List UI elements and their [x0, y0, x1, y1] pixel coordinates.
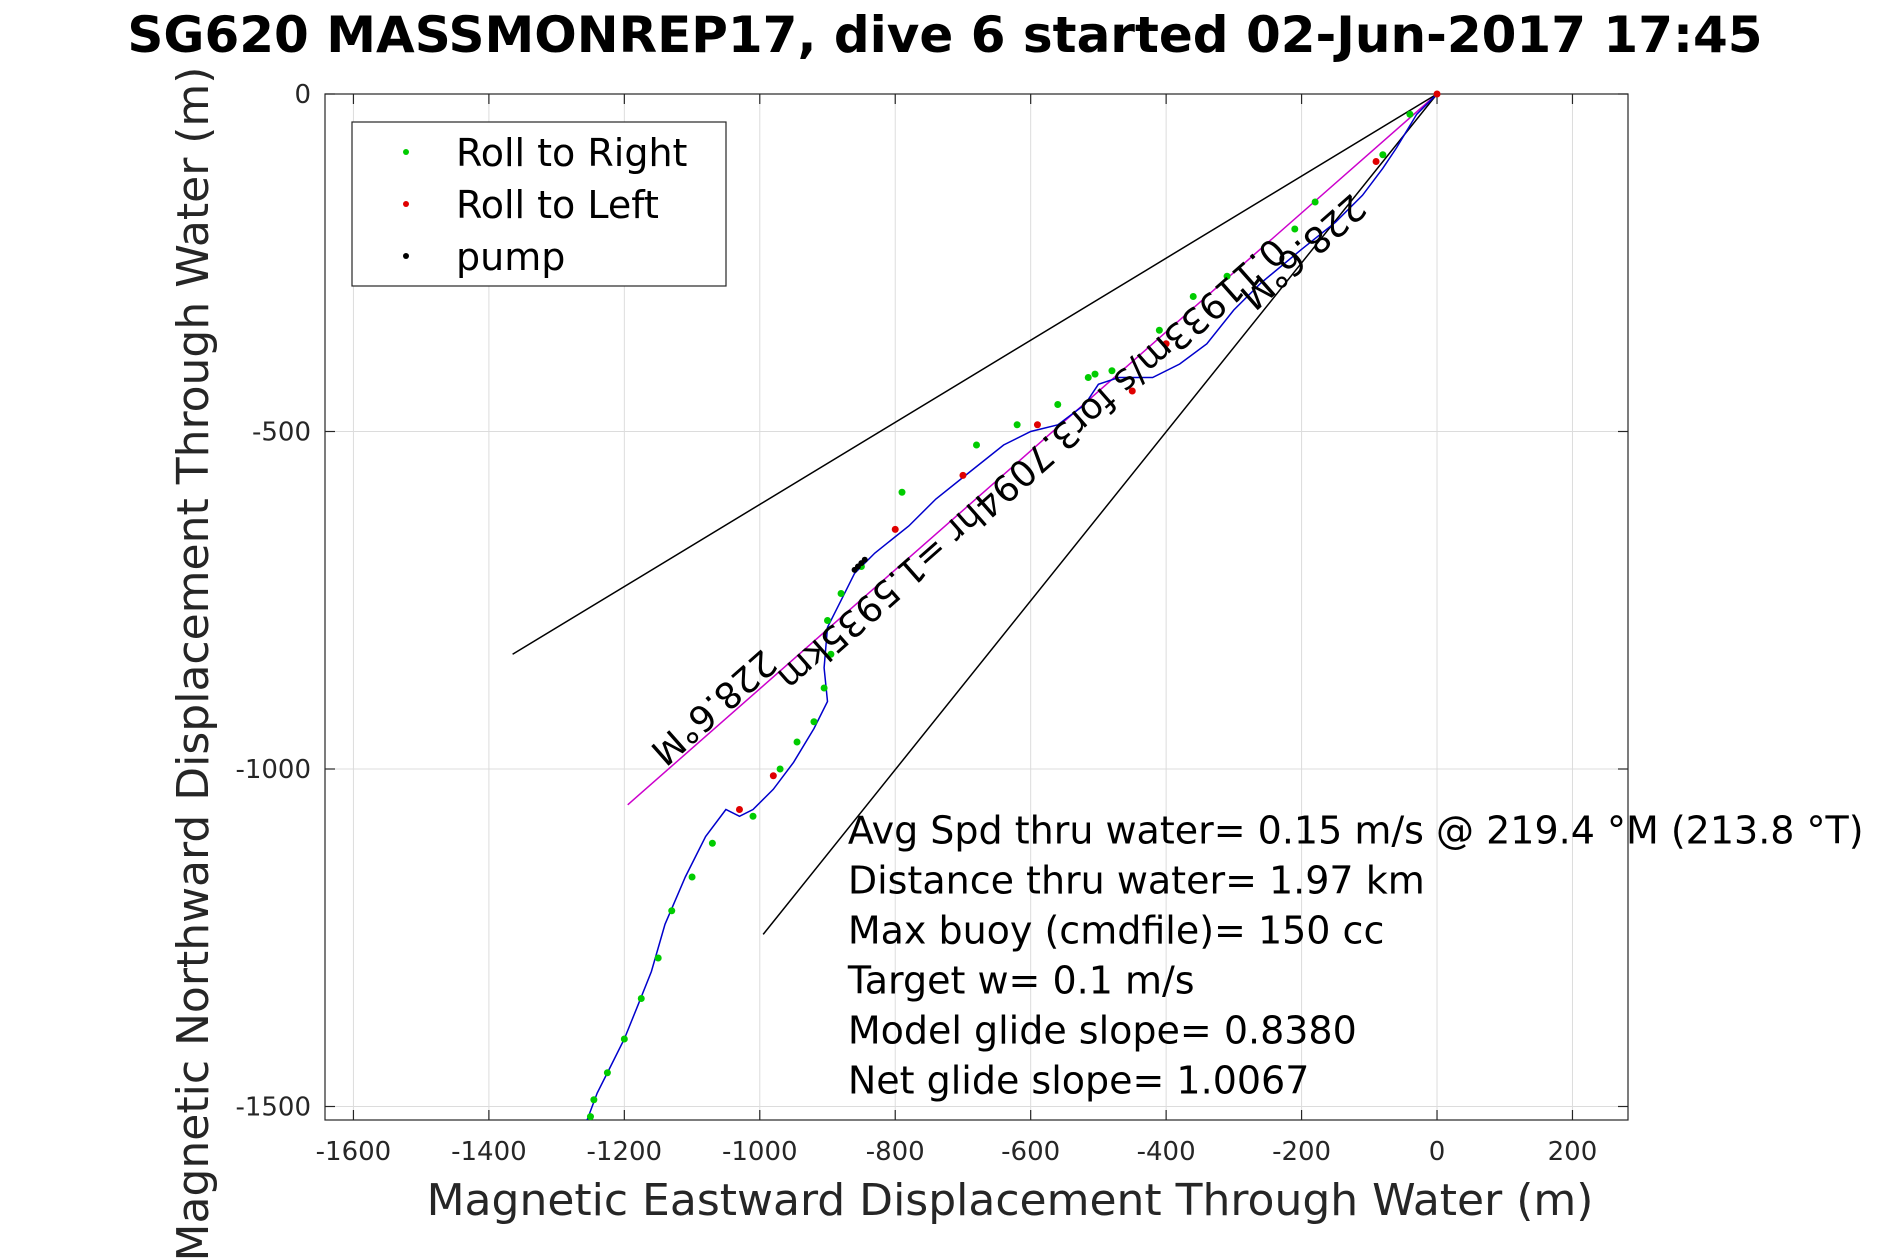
legend-label: Roll to Right — [456, 131, 687, 175]
data-point-roll-to-left — [1162, 340, 1170, 348]
plot-area-frame — [324, 93, 1629, 1121]
data-point-roll-to-right — [837, 590, 845, 597]
data-point-roll-to-right — [749, 812, 757, 820]
y-tick-label: -500 — [252, 418, 311, 448]
x-tick-label: -400 — [1137, 1137, 1196, 1167]
data-point-roll-to-left — [1433, 90, 1441, 98]
x-tick-label: 200 — [1548, 1137, 1598, 1167]
data-point-roll-to-right — [590, 1096, 598, 1104]
data-point-roll-to-right — [1084, 374, 1092, 381]
data-point-roll-to-right — [810, 718, 818, 726]
data-point-roll-to-left — [1372, 158, 1380, 165]
data-point-roll-to-right — [827, 650, 835, 658]
data-point-roll-to-right — [1155, 326, 1163, 334]
y-tick-label: -1000 — [235, 755, 311, 785]
chart-title: SG620 MASSMONREP17, dive 6 started 02-Ju… — [127, 6, 1762, 64]
data-point-roll-to-right — [898, 488, 906, 496]
stats-text-line: Distance thru water= 1.97 km — [848, 858, 1425, 902]
data-point-roll-to-right — [1379, 151, 1387, 159]
data-point-roll-to-right — [1054, 401, 1062, 408]
x-tick-label: -1200 — [587, 1137, 663, 1167]
y-axis-label: Magnetic Northward Displacement Through … — [168, 67, 219, 1260]
data-point-roll-to-right — [1108, 367, 1116, 375]
data-point-roll-to-right — [1406, 110, 1414, 118]
axis-ticks: -1600 -1400 -1200 -1000 -800 -600 -400 -200 0 200… — [235, 80, 1628, 1167]
stats-text-box: Avg Spd thru water= 0.15 m/s @ 219.4 °M … — [847, 808, 1864, 1102]
data-point-roll-to-right — [1223, 272, 1231, 280]
points-layer — [586, 90, 1441, 1121]
reference-lines — [512, 93, 1438, 935]
data-point-roll-to-right — [776, 765, 784, 773]
track-layer — [586, 93, 1438, 1121]
data-point-roll-to-right — [973, 441, 980, 449]
reference-line-upper — [512, 93, 1438, 655]
legend-label: Roll to Left — [456, 183, 659, 227]
legend-box — [351, 121, 727, 287]
legend-marker — [403, 253, 409, 259]
stats-text-line: Model glide slope= 0.8380 — [848, 1008, 1357, 1052]
y-tick-label: -1500 — [235, 1093, 311, 1123]
data-point-roll-to-right — [654, 954, 662, 962]
legend-label: pump — [456, 235, 565, 279]
legend-marker — [403, 149, 409, 155]
x-tick-label: -1000 — [722, 1137, 798, 1167]
data-point-roll-to-left — [769, 772, 777, 780]
data-point-roll-to-right — [1013, 421, 1021, 429]
data-point-roll-to-right — [1091, 370, 1099, 378]
x-tick-label: -600 — [1001, 1137, 1060, 1167]
stats-text-line: Avg Spd thru water= 0.15 m/s @ 219.4 °M … — [848, 808, 1864, 852]
reference-line-lower — [762, 93, 1438, 935]
data-point-roll-to-right — [586, 1113, 594, 1121]
x-tick-label: 0 — [1429, 1137, 1446, 1167]
data-point-roll-to-right — [793, 738, 801, 746]
data-point-roll-to-right — [637, 995, 645, 1002]
x-tick-label: -800 — [866, 1137, 925, 1167]
x-tick-label: -200 — [1272, 1137, 1331, 1167]
data-point-roll-to-right — [603, 1069, 611, 1077]
data-point-roll-to-right — [688, 873, 696, 881]
data-point-roll-to-left — [1128, 387, 1136, 395]
x-axis-label: Magnetic Eastward Displacement Through W… — [427, 1175, 1594, 1226]
data-point-roll-to-left — [735, 806, 743, 813]
data-point-pump — [851, 566, 858, 573]
glider-track-line — [586, 93, 1438, 1121]
data-point-roll-to-right — [820, 684, 828, 692]
data-point-roll-to-right — [1311, 198, 1319, 206]
x-tick-label: -1600 — [316, 1137, 392, 1167]
stats-text-line: Max buoy (cmdfile)= 150 cc — [848, 908, 1385, 952]
data-point-roll-to-left — [1033, 421, 1041, 429]
data-point-roll-to-right — [824, 617, 832, 624]
y-tick-label: 0 — [294, 80, 311, 110]
legend: Roll to Right Roll to Left pump — [351, 121, 727, 287]
x-tick-label: -1400 — [451, 1137, 527, 1167]
data-point-roll-to-right — [1189, 293, 1197, 300]
reference-line-heading — [627, 93, 1438, 806]
data-point-roll-to-left — [959, 471, 967, 479]
stats-text-line: Net glide slope= 1.0067 — [848, 1058, 1310, 1102]
data-point-roll-to-right — [620, 1035, 628, 1043]
data-point-roll-to-right — [708, 839, 716, 847]
data-point-roll-to-right — [668, 907, 676, 915]
legend-marker — [403, 201, 409, 207]
data-point-roll-to-left — [891, 525, 899, 533]
stats-text-line: Target w= 0.1 m/s — [847, 958, 1195, 1002]
data-point-roll-to-right — [1291, 225, 1299, 233]
